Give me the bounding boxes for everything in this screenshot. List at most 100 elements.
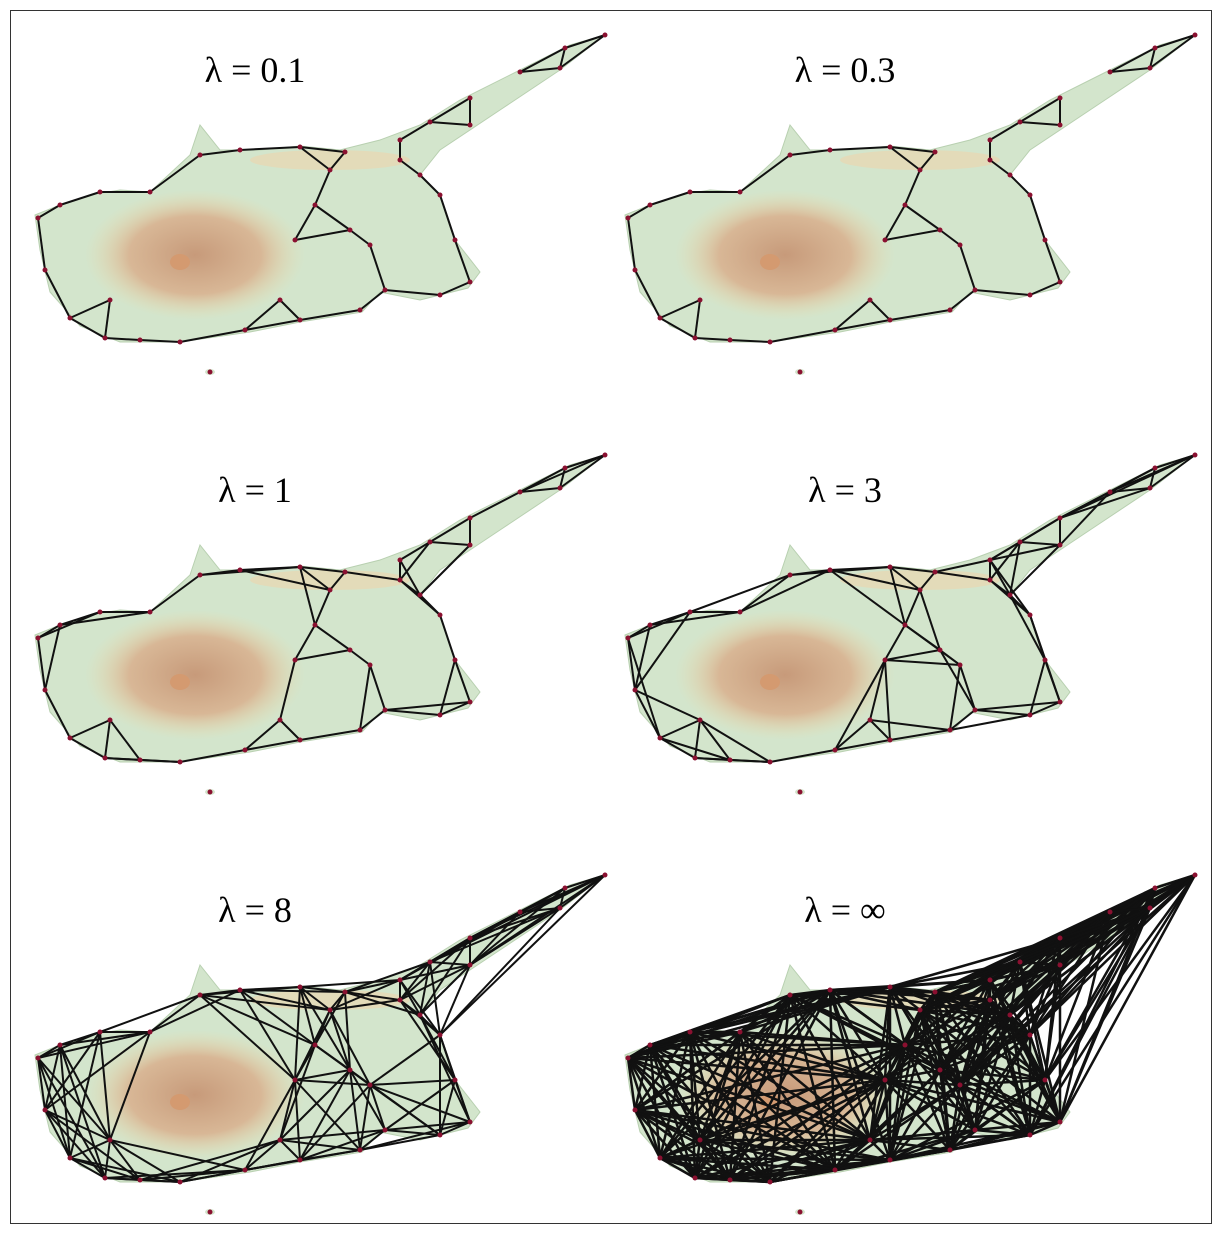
node [468, 700, 473, 705]
node [103, 1176, 108, 1181]
node [933, 570, 938, 575]
node [103, 756, 108, 761]
node [888, 565, 893, 570]
node [558, 66, 563, 71]
node [693, 756, 698, 761]
node [828, 988, 833, 993]
node [398, 978, 403, 983]
node [798, 1210, 803, 1215]
node [918, 588, 923, 593]
node [633, 268, 638, 273]
node [398, 138, 403, 143]
node [383, 1128, 388, 1133]
node [948, 728, 953, 733]
node [68, 1156, 73, 1161]
node [68, 316, 73, 321]
node [468, 280, 473, 285]
node [398, 558, 403, 563]
node [988, 998, 993, 1003]
node [988, 578, 993, 583]
node [1043, 238, 1048, 243]
node [1058, 700, 1063, 705]
node [148, 190, 153, 195]
node [348, 648, 353, 653]
node [383, 288, 388, 293]
node [648, 203, 653, 208]
map-panel: λ = ∞ [625, 873, 1198, 1216]
node [1153, 46, 1158, 51]
node [178, 760, 183, 765]
node [1028, 1033, 1033, 1038]
node [243, 328, 248, 333]
node [933, 150, 938, 155]
node [1153, 466, 1158, 471]
node [648, 623, 653, 628]
node [988, 138, 993, 143]
node [418, 1013, 423, 1018]
node [868, 1138, 873, 1143]
node [1058, 123, 1063, 128]
node [36, 216, 41, 221]
node [1008, 1013, 1013, 1018]
node [888, 985, 893, 990]
node [788, 993, 793, 998]
node [633, 1108, 638, 1113]
node [453, 658, 458, 663]
node [1018, 540, 1023, 545]
node [798, 790, 803, 795]
node [788, 573, 793, 578]
node [348, 228, 353, 233]
node [398, 998, 403, 1003]
node [648, 1043, 653, 1048]
node [1058, 936, 1063, 941]
node [1008, 593, 1013, 598]
node [833, 328, 838, 333]
node [208, 370, 213, 375]
network [628, 875, 1195, 1182]
node [1108, 70, 1113, 75]
node [633, 688, 638, 693]
node [468, 516, 473, 521]
node [728, 758, 733, 763]
node [1058, 96, 1063, 101]
node [98, 190, 103, 195]
node [58, 203, 63, 208]
node [693, 336, 698, 341]
panel-label: λ = 8 [218, 890, 292, 930]
node [418, 173, 423, 178]
node [468, 1120, 473, 1125]
island-map [35, 35, 605, 375]
node [626, 216, 631, 221]
node [383, 708, 388, 713]
node [343, 150, 348, 155]
node [198, 573, 203, 578]
island-map [35, 455, 605, 795]
node [418, 593, 423, 598]
node [698, 298, 703, 303]
node [238, 148, 243, 153]
node [518, 910, 523, 915]
node [468, 123, 473, 128]
node [438, 1133, 443, 1138]
node [658, 1156, 663, 1161]
node [938, 228, 943, 233]
node [198, 153, 203, 158]
node [603, 33, 608, 38]
node [883, 238, 888, 243]
node [103, 336, 108, 341]
node [563, 46, 568, 51]
node [398, 158, 403, 163]
node [293, 1078, 298, 1083]
node [1058, 280, 1063, 285]
node [328, 168, 333, 173]
node [108, 718, 113, 723]
node [738, 610, 743, 615]
node [293, 658, 298, 663]
node [343, 570, 348, 575]
node [36, 636, 41, 641]
node [883, 658, 888, 663]
node [348, 1068, 353, 1073]
node [138, 1178, 143, 1183]
node [468, 936, 473, 941]
node [1028, 713, 1033, 718]
